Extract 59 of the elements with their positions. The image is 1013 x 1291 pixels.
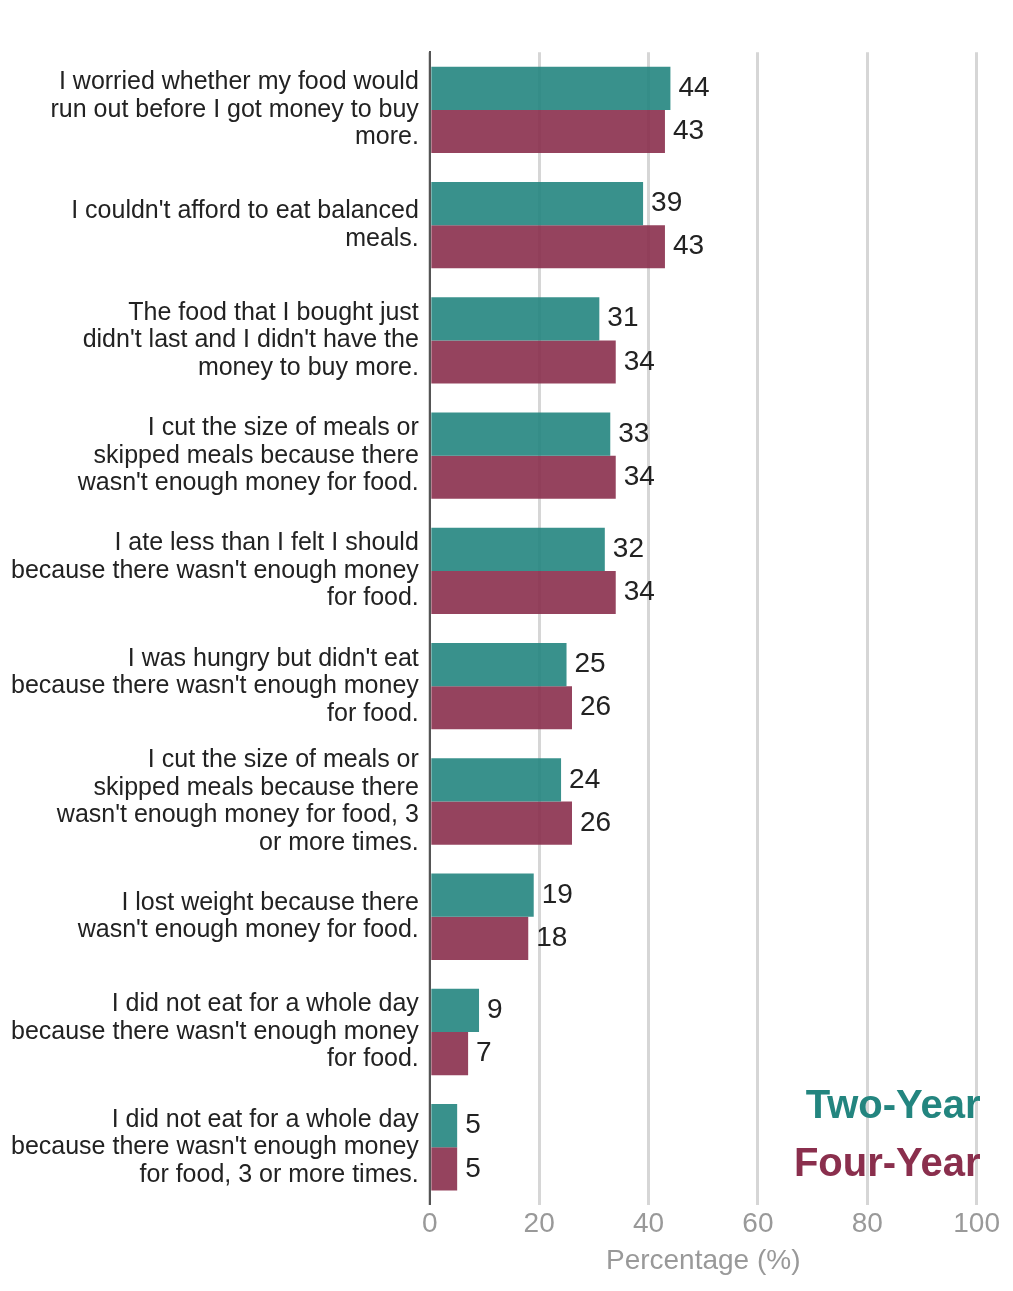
data-label: 39 [651, 186, 683, 218]
data-label: 9 [487, 993, 503, 1025]
bar [431, 109, 665, 154]
y-tick-label: I did not eat for a whole day because there wasn't enough money for food. [11, 988, 420, 1072]
data-label: 19 [541, 877, 573, 909]
y-tick-label: I ate less than I felt I should because there wasn't enough money for food. [11, 527, 420, 611]
data-label: 25 [574, 647, 606, 679]
bar [431, 1147, 458, 1191]
y-tick-label: I cut the size of meals or skipped meals because there wasn't enough money for food, 3 or more times. [55, 744, 419, 855]
data-label: 32 [612, 532, 644, 564]
bar [431, 916, 529, 960]
bar [431, 758, 562, 802]
bar [431, 801, 572, 845]
bar [431, 181, 644, 226]
bar [431, 1103, 458, 1148]
data-label: 34 [623, 459, 655, 491]
bar [431, 225, 665, 269]
text: Four-Year [793, 1139, 981, 1184]
data-label: 34 [623, 575, 655, 607]
bar [431, 412, 611, 456]
data-label: 26 [580, 690, 612, 722]
x-tick-label: 80 [851, 1207, 883, 1239]
data-label: 24 [569, 762, 601, 794]
bar [431, 642, 567, 687]
data-label: 43 [672, 229, 705, 261]
x-tick-label: 20 [523, 1207, 555, 1239]
x-tick-label: 60 [742, 1207, 774, 1239]
y-tick-label: I was hungry but didn't eat because there wasn't enough money for food. [11, 642, 420, 726]
bar [431, 297, 600, 341]
bar [431, 527, 605, 571]
bar [431, 455, 616, 499]
y-tick-label: I couldn't afford to eat balanced meals. [71, 195, 419, 251]
data-label: 34 [623, 344, 655, 376]
x-axis-title: Percentage (%) [605, 1243, 801, 1275]
data-label: 18 [536, 920, 568, 952]
data-label: 43 [672, 114, 705, 146]
y-tick-label: I worried whether my food would run out before I got money to buy more. [50, 66, 420, 150]
data-label: 5 [465, 1151, 481, 1183]
bar [431, 988, 480, 1032]
data-label: 44 [678, 70, 710, 102]
y-tick-label: I did not eat for a whole day because there wasn't enough money for food, 3 or more times. [11, 1103, 420, 1187]
data-label: 7 [476, 1036, 492, 1068]
y-tick-label: I cut the size of meals or skipped meals because there wasn't enough money for food. [76, 412, 419, 496]
bar [431, 873, 534, 917]
data-label: 26 [580, 805, 612, 837]
data-label: 5 [465, 1108, 481, 1140]
x-tick-label: 100 [953, 1207, 1000, 1239]
data-label: 33 [618, 416, 650, 448]
y-tick-label: The food that I bought just didn't last and I didn't have the money to buy more. [82, 296, 419, 380]
bar [431, 686, 572, 730]
bar [431, 1031, 469, 1076]
x-tick-label: 0 [422, 1207, 438, 1239]
data-label: 31 [607, 301, 639, 333]
x-tick-label: 40 [632, 1207, 665, 1239]
y-tick-label: I lost weight because there wasn't enough money for food. [76, 886, 419, 943]
bar [431, 570, 616, 615]
text: Two-Year [805, 1081, 981, 1126]
bar [431, 66, 671, 110]
bar [431, 340, 616, 384]
